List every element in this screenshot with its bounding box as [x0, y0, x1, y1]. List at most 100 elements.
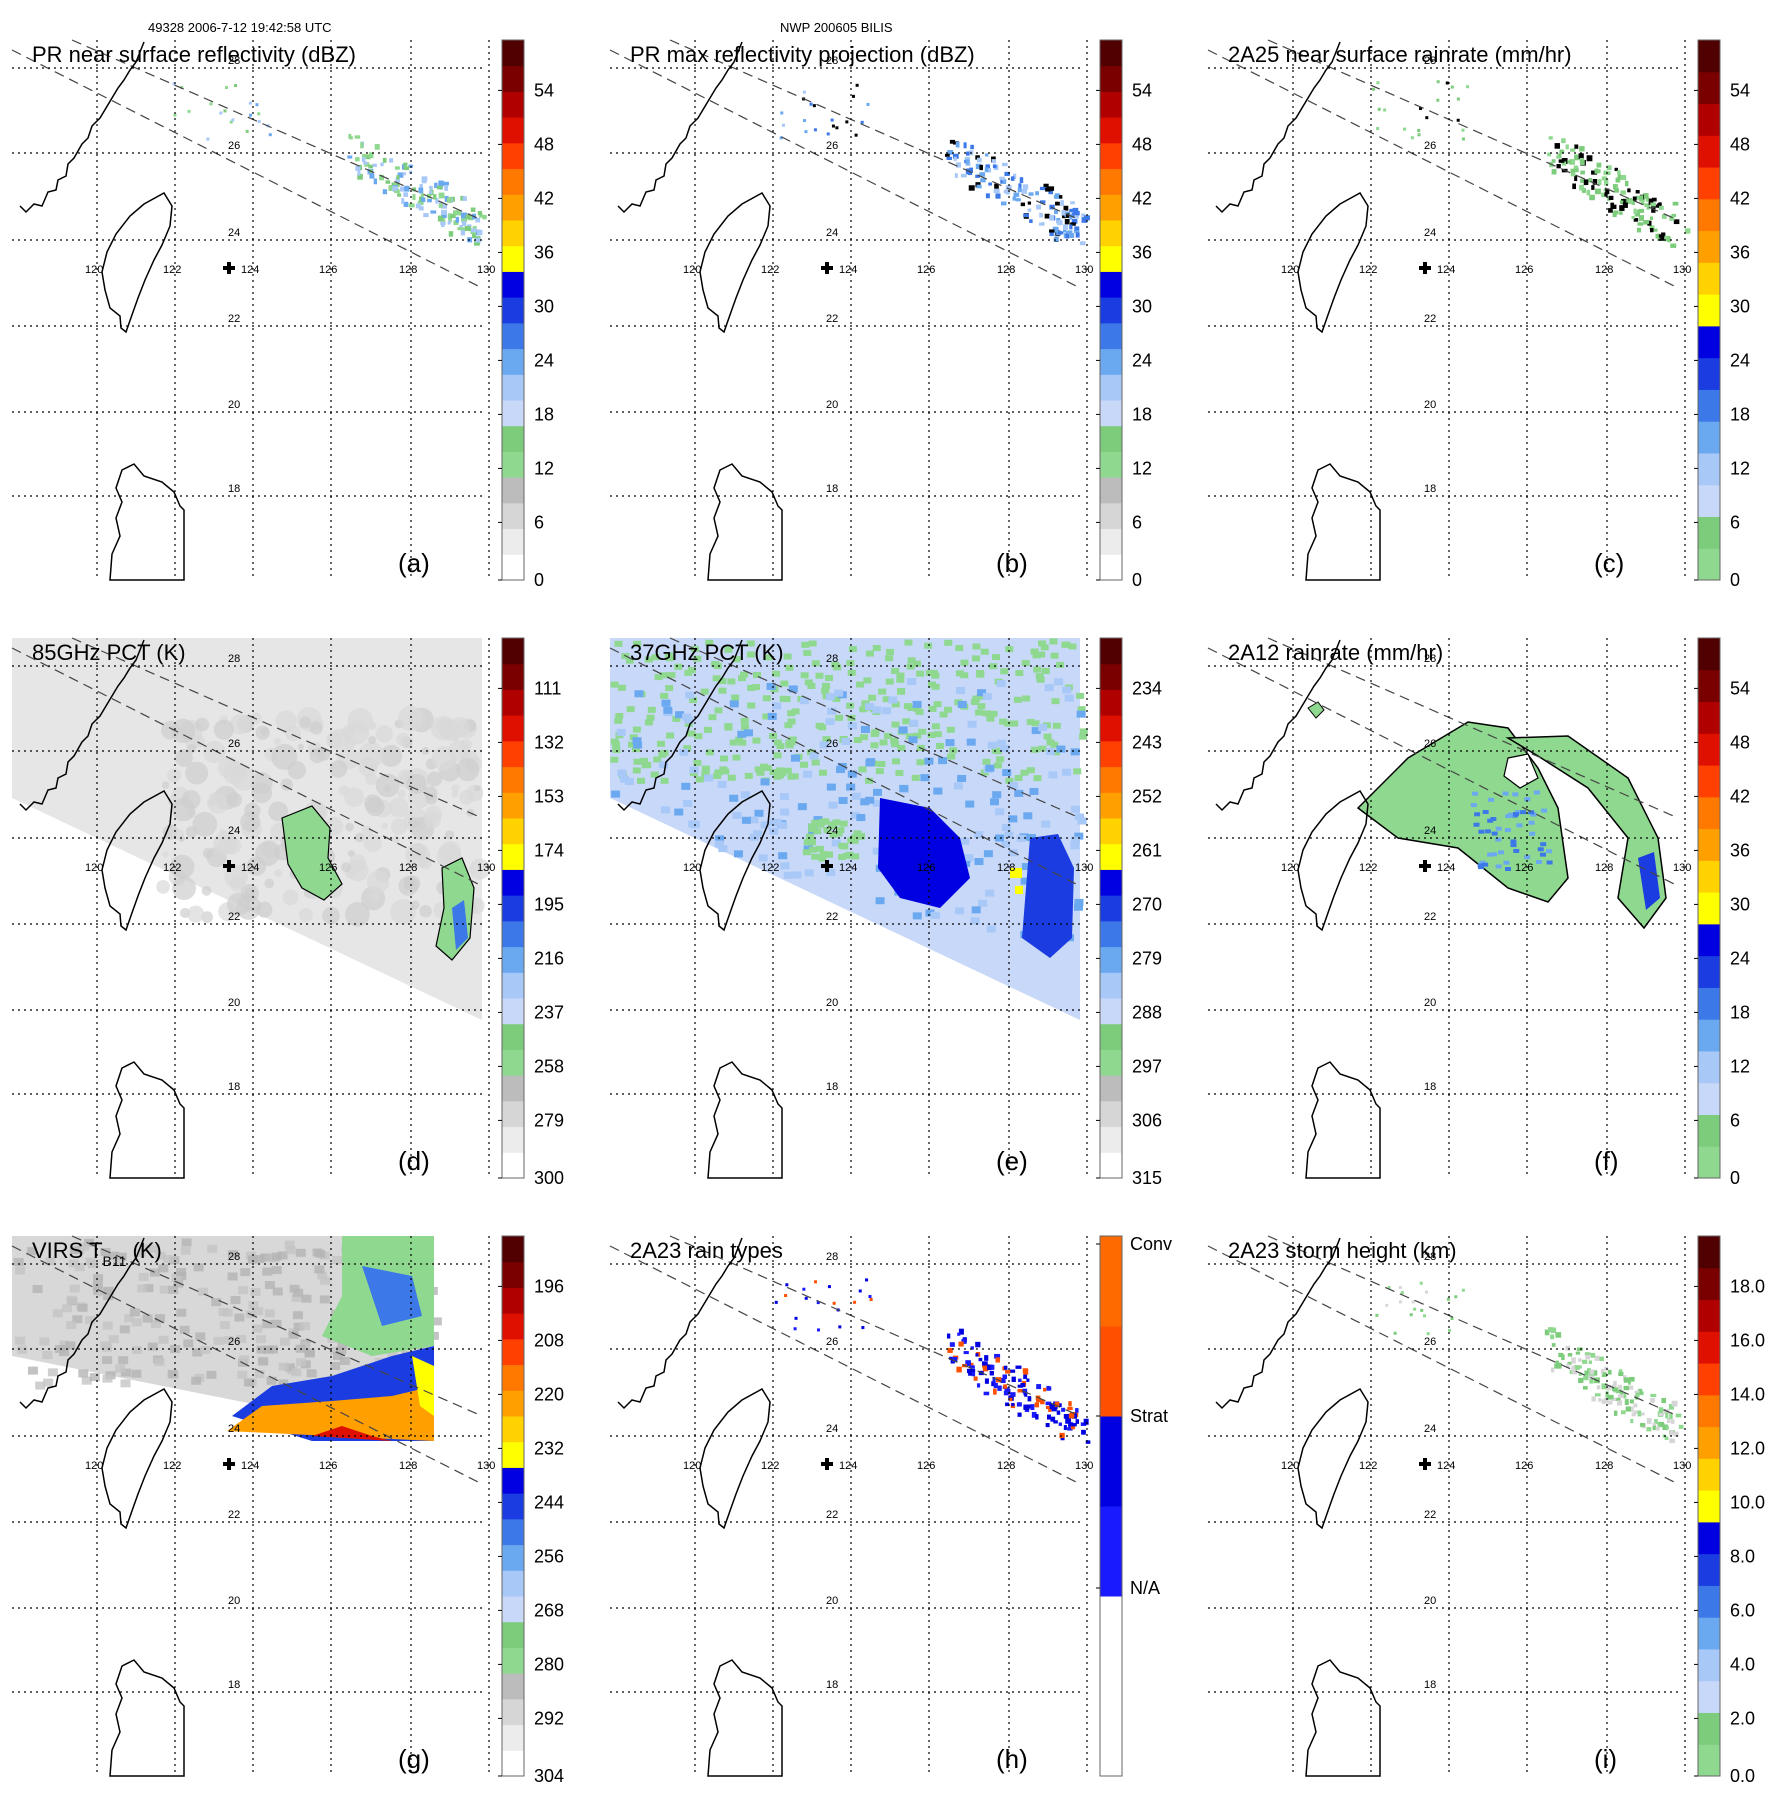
lat-label: 22: [826, 313, 838, 325]
lat-label: 22: [228, 313, 240, 325]
colorbar-segment: [1698, 1363, 1720, 1396]
lon-label: 124: [241, 1460, 259, 1472]
colorbar-segment: [502, 663, 524, 690]
colorbar-tick-label: 6.0: [1730, 1600, 1755, 1620]
lon-label: 130: [1673, 862, 1691, 874]
graticule-b: [610, 40, 1088, 580]
lon-label: 124: [241, 862, 259, 874]
colorbar-segment: [1100, 245, 1122, 272]
colorbar-tick-label: 297: [1132, 1056, 1162, 1076]
lat-label: 20: [228, 399, 240, 411]
colorbar-tick-label: 6: [1132, 512, 1142, 532]
graticule-i: [1208, 1236, 1686, 1776]
lon-label: 126: [1515, 862, 1533, 874]
colorbar-segment: [1698, 1146, 1720, 1179]
colorbar-segment: [1698, 1458, 1720, 1491]
colorbar-c: 54 48 42 36 30 24 18 12 6 0: [1694, 39, 1750, 590]
colorbar-segment: [1698, 1521, 1720, 1555]
colorbar-tick-label: 48: [1730, 732, 1750, 752]
graticule-a: [12, 40, 490, 580]
lon-label: 124: [1437, 264, 1455, 276]
colorbar-segment: [502, 142, 524, 170]
colorbar-tick-label: 252: [1132, 786, 1162, 806]
colorbar-segment: [1698, 484, 1720, 517]
colorbar-segment: [1698, 796, 1720, 830]
colorbar-tick-label: 174: [534, 840, 564, 860]
colorbar-segment: [1698, 1331, 1720, 1364]
colorbar-segment: [1698, 1585, 1720, 1618]
colorbar-segment: [1100, 843, 1122, 870]
lat-label: 18: [1424, 1679, 1436, 1691]
colorbar-segment: [502, 451, 524, 478]
colorbar-segment: [1698, 701, 1720, 734]
colorbar-segment: [1698, 669, 1720, 703]
lon-label: 130: [1673, 1460, 1691, 1472]
colorbar-segment: [1100, 1686, 1122, 1777]
colorbar-segment: [1698, 828, 1720, 861]
panel-title: PR near surface reflectivity (dBZ): [32, 42, 356, 67]
colorbar-segment: [1100, 554, 1122, 581]
header-orbit-time: 49328 2006-7-12 19:42:58 UTC: [148, 20, 332, 35]
colorbar-tick-label: 24: [534, 350, 554, 370]
lon-label: 130: [477, 264, 495, 276]
colorbar-segment: [1100, 117, 1122, 144]
colorbar-segment: [1100, 1326, 1122, 1417]
colorbar-segment: [502, 477, 524, 504]
colorbar-tick-label: Strat: [1130, 1406, 1168, 1426]
colorbar-segment: [502, 740, 524, 768]
lon-label: 124: [241, 264, 259, 276]
lat-label: 28: [826, 653, 838, 665]
colorbar-segment: [502, 766, 524, 793]
colorbar-segment: [1698, 1680, 1720, 1713]
colorbar-segment: [502, 554, 524, 581]
storm-center-icon: [821, 1458, 833, 1470]
colorbar-tick-label: 16.0: [1730, 1330, 1765, 1350]
storm-center-icon: [1419, 860, 1431, 872]
lon-label: 130: [1075, 1460, 1093, 1472]
colorbar-segment: [1100, 348, 1122, 375]
lat-label: 22: [1424, 1509, 1436, 1521]
lat-label: 22: [826, 911, 838, 923]
colorbar-segment: [1100, 998, 1122, 1025]
lon-label: 120: [1281, 862, 1299, 874]
colorbar-segment: [1698, 452, 1720, 486]
colorbar-segment: [502, 689, 524, 716]
colorbar-tick-label: 6: [534, 512, 544, 532]
colorbar-tick-label: Conv: [1130, 1234, 1172, 1254]
colorbar-segment: [1100, 766, 1122, 793]
colorbar-segment: [1100, 142, 1122, 170]
colorbar-segment: [1698, 389, 1720, 422]
colorbar-tick-label: 42: [1132, 188, 1152, 208]
lat-label: 24: [1424, 227, 1436, 239]
colorbar-segment: [1100, 1506, 1122, 1597]
panel-h: 120 122 124 126 128 130 28 26 24 22 20 18 2A23 rain …: [609, 1234, 1172, 1777]
lat-label: 26: [1424, 1336, 1436, 1348]
colorbar-tick-label: 234: [1132, 678, 1162, 698]
colorbar-segment: [502, 65, 524, 92]
colorbar-segment: [1100, 400, 1122, 427]
lat-label: 18: [228, 1081, 240, 1093]
colorbar-tick-label: 54: [1730, 80, 1750, 100]
lat-label: 18: [1424, 483, 1436, 495]
colorbar-segment: [1100, 271, 1122, 298]
colorbar-segment: [502, 1152, 524, 1179]
lon-label: 124: [839, 1460, 857, 1472]
lat-label: 20: [1424, 1595, 1436, 1607]
lat-label: 26: [826, 1336, 838, 1348]
colorbar-segment: [502, 972, 524, 999]
colorbar-tick-label: 288: [1132, 1002, 1162, 1022]
field-g: [12, 1236, 442, 1441]
storm-center-icon: [223, 262, 235, 274]
colorbar-tick-label: 279: [534, 1110, 564, 1130]
colorbar-segment: [502, 638, 524, 665]
colorbar-tick-label: 208: [534, 1330, 564, 1350]
colorbar-segment: [1698, 1082, 1720, 1115]
colorbar-segment: [1100, 220, 1122, 247]
colorbar-segment: [1698, 294, 1720, 327]
colorbar-tick-label: 42: [1730, 188, 1750, 208]
lat-label: 20: [228, 1595, 240, 1607]
lon-label: 122: [163, 1460, 181, 1472]
